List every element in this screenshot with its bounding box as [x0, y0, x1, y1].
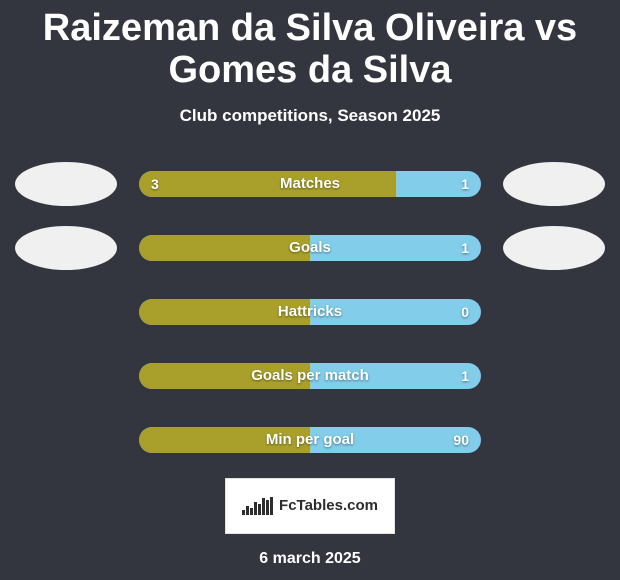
brand-text: FcTables.com — [279, 497, 378, 514]
stat-label: Min per goal — [139, 427, 481, 453]
player-right-avatar — [503, 226, 605, 270]
player-right-avatar — [503, 162, 605, 206]
comparison-date: 6 march 2025 — [0, 550, 620, 568]
stat-bar: Min per goal90 — [139, 427, 481, 453]
stat-bar: Matches3 1 — [139, 171, 481, 197]
player-left-avatar — [15, 226, 117, 270]
stat-value-right: 1 — [461, 235, 469, 261]
brand-box: FcTables.com — [225, 478, 395, 534]
stat-row: Hattricks0 — [0, 290, 620, 334]
stat-bar: Goals per match1 — [139, 363, 481, 389]
stat-bar: Hattricks0 — [139, 299, 481, 325]
stat-row: Goals per match1 — [0, 354, 620, 398]
stat-value-right: 1 — [461, 171, 469, 197]
stat-bar: Goals1 — [139, 235, 481, 261]
stat-label: Matches — [139, 171, 481, 197]
stat-label: Goals — [139, 235, 481, 261]
stat-value-right: 90 — [453, 427, 469, 453]
stat-label: Goals per match — [139, 363, 481, 389]
stat-value-right: 0 — [461, 299, 469, 325]
stat-row: Matches3 1 — [0, 162, 620, 206]
comparison-title: Raizeman da Silva Oliveira vs Gomes da S… — [0, 0, 620, 92]
stat-value-left: 3 — [151, 171, 159, 197]
player-left-avatar — [15, 162, 117, 206]
brand-logo-icon — [242, 497, 273, 515]
stat-label: Hattricks — [139, 299, 481, 325]
stat-rows: Matches31Goals1Hattricks0Goals per match… — [0, 162, 620, 462]
stat-row: Min per goal90 — [0, 418, 620, 462]
stat-value-right: 1 — [461, 363, 469, 389]
comparison-subtitle: Club competitions, Season 2025 — [0, 106, 620, 126]
stat-row: Goals1 — [0, 226, 620, 270]
